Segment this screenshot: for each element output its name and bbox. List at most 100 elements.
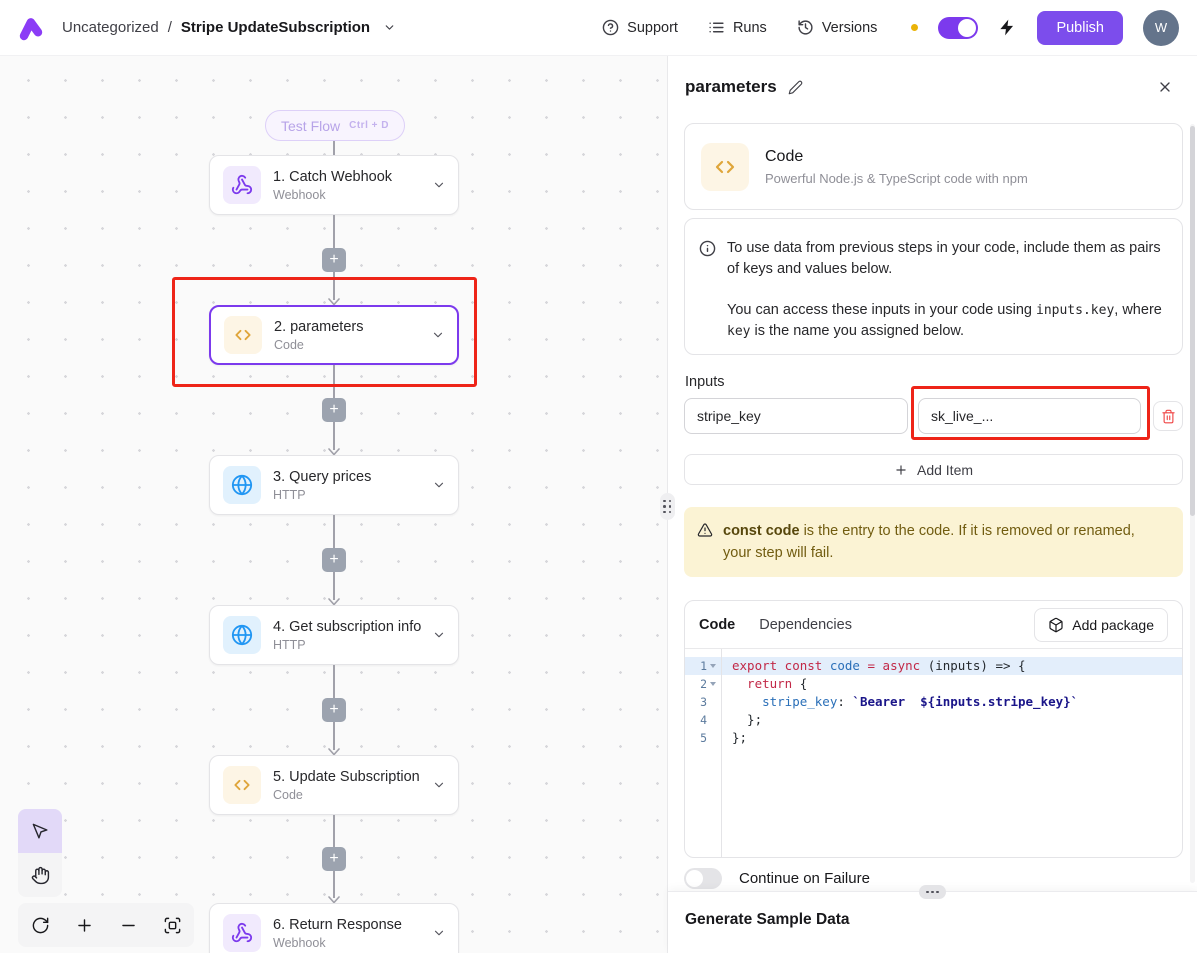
piece-name: Code [765,147,804,165]
flow-name[interactable]: Stripe UpdateSubscription [180,19,371,36]
fit-view-button[interactable] [157,910,187,940]
unsaved-changes-dot [911,24,919,31]
flow-canvas[interactable]: Test Flow Ctrl + D 1. Catch Webhook Webh… [0,56,667,953]
step-card-get-subscription-info[interactable]: 4. Get subscription info HTTP [209,605,459,665]
editor-header: Code Dependencies Add package [685,601,1182,649]
step-title: 6. Return Response [273,916,402,933]
breadcrumb-category[interactable]: Uncategorized [62,19,159,36]
pan-tool-button[interactable] [18,853,62,897]
versions-label: Versions [821,19,878,36]
panel-resize-handle[interactable] [660,493,675,520]
publish-button[interactable]: Publish [1037,10,1123,45]
generate-sample-data-bar[interactable]: Generate Sample Data [668,885,1197,953]
panel-drag-handle[interactable] [919,885,946,899]
inputs-info-card: To use data from previous steps in your … [684,218,1183,355]
step-card-update-subscription[interactable]: 5. Update Subscription Code [209,755,459,815]
code-token: = [867,658,883,673]
add-item-button[interactable]: Add Item [684,454,1183,485]
tab-code[interactable]: Code [699,616,736,633]
inline-code: inputs.key [1036,303,1115,318]
code-line[interactable]: 4 }; [685,711,1182,729]
test-flow-label: Test Flow [281,117,341,134]
zoom-out-button[interactable] [113,910,143,940]
step-card-catch-webhook[interactable]: 1. Catch Webhook Webhook [209,155,459,215]
add-step-button[interactable]: + [322,248,346,272]
chevron-down-icon[interactable] [432,628,446,642]
chevron-down-icon[interactable] [432,178,446,192]
plus-icon [896,464,906,475]
chevron-down-icon[interactable] [432,778,446,792]
code-token: `Bearer ${inputs.stripe_key}` [852,694,1079,709]
code-icon [223,766,261,804]
chevron-down-icon[interactable] [431,328,445,342]
zoom-in-button[interactable] [69,910,99,940]
select-tool-button[interactable] [18,809,62,853]
code-line[interactable]: 3 stripe_key: `Bearer ${inputs.stripe_ke… [685,693,1182,711]
delete-input-button[interactable] [1153,401,1183,431]
add-package-button[interactable]: Add package [1034,607,1168,642]
info-icon [699,240,716,354]
continue-on-failure-label: Continue on Failure [739,870,870,887]
piece-info-card[interactable]: Code Powerful Node.js & TypeScript code … [684,123,1183,210]
add-step-button[interactable]: + [322,548,346,572]
fold-icon[interactable] [710,682,716,686]
code-token: : [837,694,853,709]
flow-menu-chevron-down-icon[interactable] [383,21,396,34]
panel-scrollbar[interactable] [1190,124,1195,883]
package-icon [1049,617,1063,632]
chevron-down-icon[interactable] [432,478,446,492]
runs-button[interactable]: Runs [708,19,767,36]
add-step-button[interactable]: + [322,398,346,422]
connector-line [333,141,335,155]
panel-title: parameters [685,77,777,96]
line-number: 4 [700,713,707,727]
code-line[interactable]: 1 export const code = async (inputs) => … [685,657,1182,675]
add-step-button[interactable]: + [322,698,346,722]
step-subtitle: Webhook [273,187,326,202]
fit-screen-icon [164,917,180,933]
arrow-down-icon [327,298,341,306]
continue-on-failure-toggle[interactable] [684,868,722,889]
versions-button[interactable]: Versions [797,19,878,36]
add-item-label: Add Item [916,461,974,478]
code-token: code [829,658,868,673]
fold-icon[interactable] [710,664,716,668]
inputs-section-label: Inputs [685,374,725,390]
step-card-return-response[interactable]: 6. Return Response Webhook [209,903,459,953]
instant-run-bolt-icon[interactable] [998,18,1017,37]
input-key-field[interactable] [684,398,908,434]
step-card-query-prices[interactable]: 3. Query prices HTTP [209,455,459,515]
rename-pencil-icon[interactable] [788,80,803,95]
input-value-field[interactable] [918,398,1141,434]
code-line[interactable]: 2 return { [685,675,1182,693]
arrow-down-icon [327,748,341,756]
warning-text: const code is the entry to the code. If … [723,520,1167,577]
continue-on-failure-row: Continue on Failure [684,868,870,889]
app-logo-icon[interactable] [16,13,46,43]
test-flow-button[interactable]: Test Flow Ctrl + D [265,110,405,141]
code-token: stripe_key [732,694,838,709]
line-number: 3 [700,695,707,709]
user-avatar[interactable]: W [1143,9,1179,46]
code-area[interactable]: 1 export const code = async (inputs) => … [685,649,1182,857]
info-text: To use data from previous steps in your … [727,238,1164,354]
close-panel-icon[interactable] [1157,79,1173,95]
step-body: 1. Catch Webhook Webhook [273,169,420,202]
chevron-down-icon[interactable] [432,926,446,940]
tab-dependencies[interactable]: Dependencies [759,616,852,633]
step-title: 3. Query prices [273,468,372,485]
scrollbar-thumb[interactable] [1190,126,1195,516]
code-editor-card: Code Dependencies Add package 1 export c… [684,600,1183,858]
add-step-button[interactable]: + [322,847,346,871]
support-button[interactable]: Support [602,19,678,36]
help-icon [602,19,619,36]
step-subtitle: Code [274,337,304,352]
flow-enabled-toggle[interactable] [938,16,979,39]
code-line[interactable]: 5 }; [685,729,1182,747]
header-nav: Support Runs Versions [602,19,877,36]
step-card-parameters[interactable]: 2. parameters Code [209,305,459,365]
step-subtitle: HTTP [273,487,306,502]
refresh-view-button[interactable] [25,910,55,940]
refresh-icon [32,917,48,933]
